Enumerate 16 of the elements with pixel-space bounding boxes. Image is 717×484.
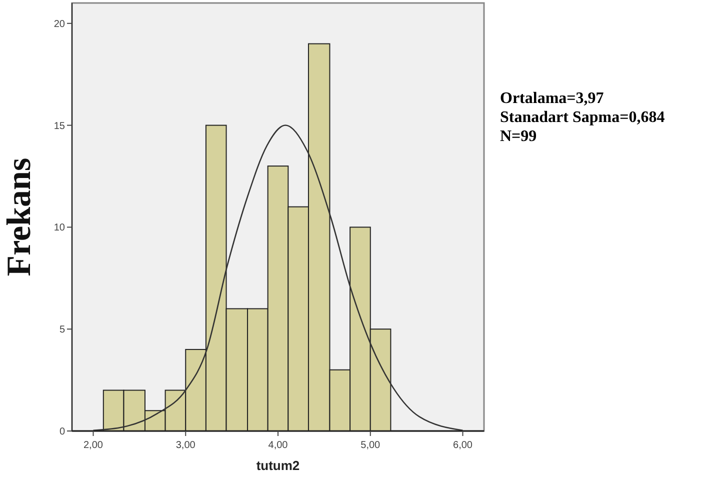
text: Ortalama=3,97	[500, 90, 604, 107]
text: N=99	[500, 128, 537, 145]
y-tick-label: 15	[54, 120, 66, 132]
text: Stanadart Sapma=0,684	[500, 109, 665, 126]
y-tick-label: 0	[59, 426, 66, 438]
x-tick-label: 6,00	[453, 440, 473, 451]
line-series	[92, 124, 464, 432]
y-tick-label: 5	[59, 324, 66, 336]
x-axis-title: tutum2	[256, 458, 300, 473]
x-tick-label: 3,00	[176, 440, 196, 451]
x-tick-label: 5,00	[360, 440, 381, 451]
x-tick-label: 4,00	[268, 440, 288, 451]
y-axis-title: Frekans	[1, 158, 38, 276]
y-tick-label: 10	[54, 222, 66, 234]
y-tick-label: 20	[54, 18, 66, 30]
x-tick-label: 2,00	[84, 440, 104, 451]
